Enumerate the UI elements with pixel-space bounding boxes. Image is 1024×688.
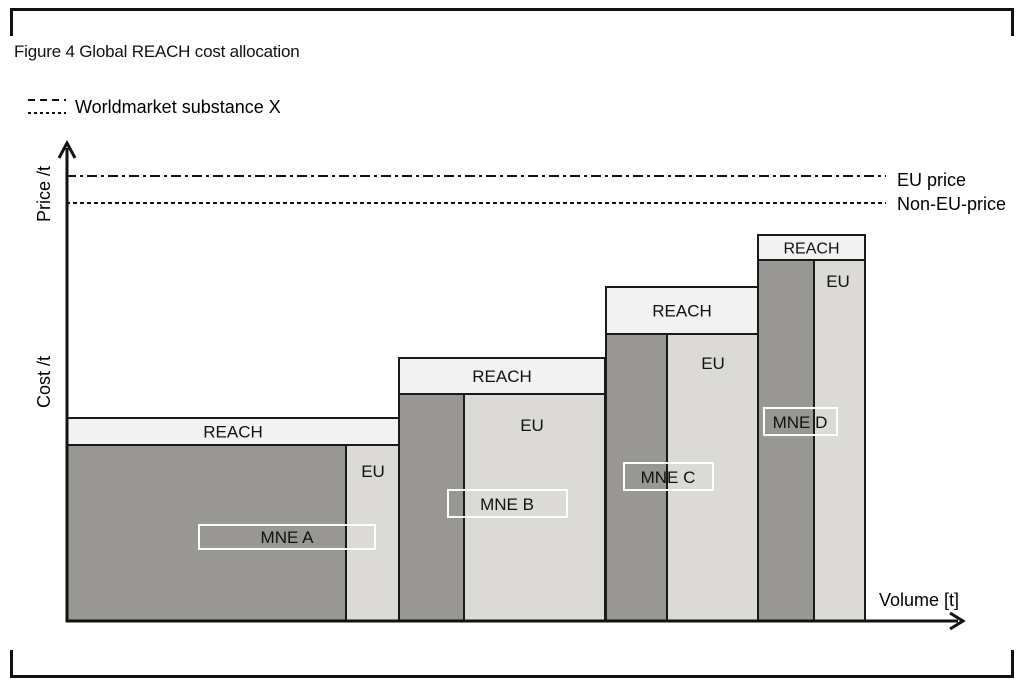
mne-d-name-box	[763, 407, 838, 436]
non-eu-price-label: Non-EU-price	[897, 194, 1006, 214]
mne-b-eu-label: EU	[520, 416, 544, 435]
bottom-bracket	[10, 650, 1014, 678]
company-blocks: REACH EU MNE A REACH EU MNE B REACH EU MNE C REAC…	[66, 234, 866, 622]
y-axis-arrow	[57, 139, 77, 159]
mne-d-reach-label: REACH	[783, 241, 839, 258]
mne-a-name-label: MNE A	[261, 528, 315, 547]
mne-c-reach-block	[605, 286, 759, 335]
mne-b-reach-block	[398, 357, 606, 395]
y-lower-label: Cost /t	[34, 356, 54, 408]
mne-d-name-label: MNE D	[773, 413, 828, 432]
mne-a-name-box	[198, 524, 376, 550]
mne-b-name-label: MNE B	[480, 495, 534, 514]
mne-d-eu-block	[813, 259, 866, 622]
mne-c-non-eu-block	[605, 333, 668, 622]
mne-b-name-box	[447, 489, 568, 518]
mne-b-reach-label: REACH	[472, 367, 532, 386]
mne-a-eu-label: EU	[361, 462, 385, 481]
mne-c-name-box	[623, 462, 714, 491]
x-axis-arrow	[949, 611, 966, 631]
mne-c-eu-label: EU	[701, 354, 725, 373]
eu-price-label: EU price	[897, 170, 966, 190]
legend: Worldmarket substance X	[28, 97, 281, 117]
mne-d-non-eu-block	[757, 259, 815, 622]
mne-c-name-label: MNE C	[641, 468, 696, 487]
mne-b-non-eu-block	[398, 393, 465, 622]
y-upper-label: Price /t	[34, 166, 54, 222]
mne-c-reach-label: REACH	[652, 302, 712, 321]
top-bracket	[10, 8, 1014, 36]
mne-a-reach-label: REACH	[203, 423, 263, 442]
axes: Price /t Cost /t Volume [t]	[34, 139, 966, 631]
x-axis-label: Volume [t]	[879, 590, 959, 610]
figure-title: Figure 4 Global REACH cost allocation	[14, 42, 300, 61]
mne-d-reach-block	[757, 234, 866, 261]
mne-d-eu-label: EU	[826, 272, 850, 291]
legend-label: Worldmarket substance X	[75, 97, 281, 117]
